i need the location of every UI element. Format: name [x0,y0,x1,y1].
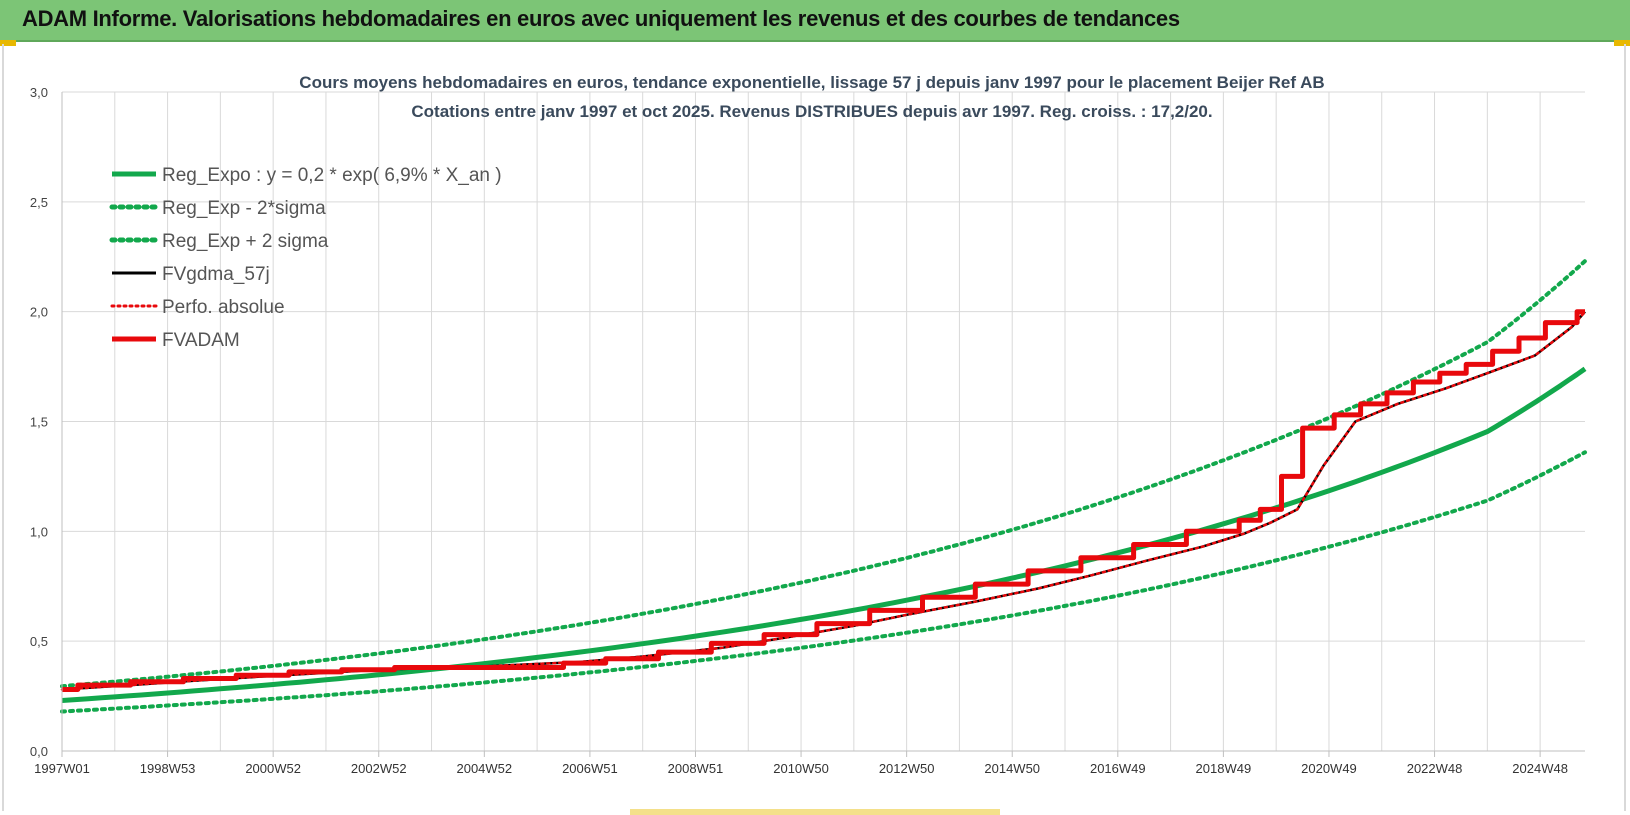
chart-title: Cours moyens hebdomadaires en euros, ten… [299,73,1324,92]
x-tick-label: 2006W51 [562,761,618,776]
x-tick-label: 2018W49 [1196,761,1252,776]
legend: Reg_Expo : y = 0,2 * exp( 6,9% * X_an ) R… [109,165,502,351]
series-line-2 [60,259,1587,689]
chart-titles: Cours moyens hebdomadaires en euros, ten… [299,73,1324,121]
legend-label: FVADAM [162,330,240,351]
x-tick-label: 2020W49 [1301,761,1357,776]
series-line-3 [61,310,1586,691]
x-tick-label: 2016W49 [1090,761,1146,776]
legend-label: FVgdma_57j [162,264,270,285]
legend-label: Reg_Exp - 2*sigma [162,198,326,219]
legend-label: Perfo. absolue [162,297,285,318]
y-tick-label: 1,0 [30,524,48,539]
x-tick-label: 2010W50 [773,761,829,776]
bottom-strip [630,809,1000,815]
axes: 0,0 0,5 1,0 1,5 2,0 2,5 3,0 1997W01 1998W53 2000W… [30,85,1585,776]
x-tick-label: 2004W52 [456,761,512,776]
series-line-1 [60,450,1587,714]
series-line-4 [60,310,1587,691]
chart-frame [2,44,1626,811]
header-banner: ADAM Informe. Valorisations hebdomadaire… [0,0,1630,42]
series-line-5 [62,309,1585,692]
x-tick-label: 2008W51 [668,761,724,776]
legend-label: Reg_Exp + 2 sigma [162,231,329,252]
y-tick-label: 2,5 [30,195,48,210]
x-tick-label: 2012W50 [879,761,935,776]
series-line-0 [61,366,1587,703]
x-tick-label: 2000W52 [245,761,301,776]
y-tick-label: 1,5 [30,415,48,430]
series-layer [60,259,1587,714]
x-tick-label: 2014W50 [984,761,1040,776]
x-tick-label: 2002W52 [351,761,407,776]
x-tick-label: 2024W48 [1512,761,1568,776]
page-title: ADAM Informe. Valorisations hebdomadaire… [22,6,1180,31]
y-tick-label: 3,0 [30,85,48,100]
y-tick-label: 2,0 [30,305,48,320]
y-tick-label: 0,5 [30,634,48,649]
chart-subtitle: Cotations entre janv 1997 et oct 2025. R… [411,102,1212,121]
x-tick-label: 2022W48 [1407,761,1463,776]
corner-mark-right [1614,40,1630,46]
corner-mark-left [0,40,16,46]
legend-label: Reg_Expo : y = 0,2 * exp( 6,9% * X_an ) [162,165,502,186]
x-tick-label: 1998W53 [140,761,196,776]
y-tick-label: 0,0 [30,744,48,759]
x-tick-label: 1997W01 [34,761,90,776]
